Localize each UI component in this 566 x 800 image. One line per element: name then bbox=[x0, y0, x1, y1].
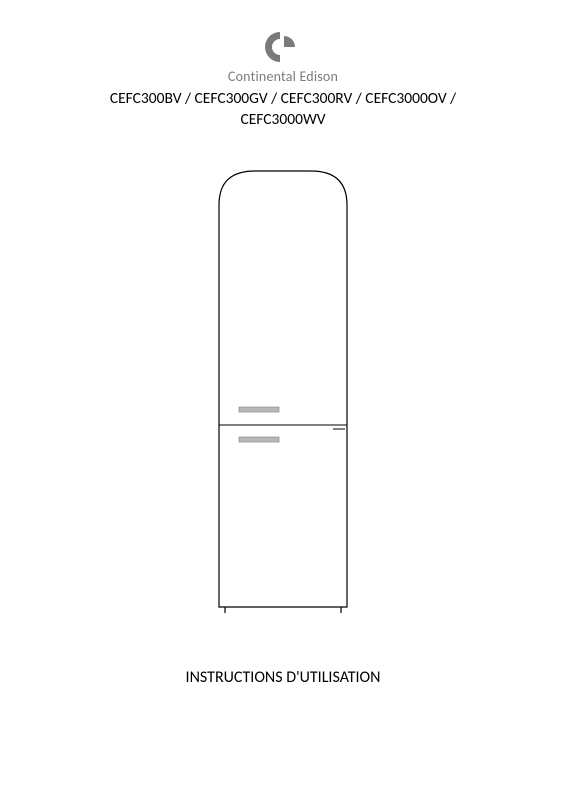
brand-name: Continental Edison bbox=[228, 68, 338, 85]
brand-logo-icon bbox=[258, 28, 308, 66]
document-title: INSTRUCTIONS D'UTILISATION bbox=[186, 668, 381, 687]
model-line-2: CEFC3000WV bbox=[240, 110, 325, 129]
manual-cover-page: Continental Edison CEFC300BV / CEFC300GV… bbox=[0, 0, 566, 800]
brand-block: Continental Edison bbox=[228, 28, 338, 85]
model-line-1: CEFC300BV / CEFC300GV / CEFC300RV / CEFC… bbox=[110, 89, 456, 108]
refrigerator-icon bbox=[215, 169, 351, 613]
product-illustration bbox=[215, 169, 351, 618]
model-numbers: CEFC300BV / CEFC300GV / CEFC300RV / CEFC… bbox=[53, 89, 513, 131]
